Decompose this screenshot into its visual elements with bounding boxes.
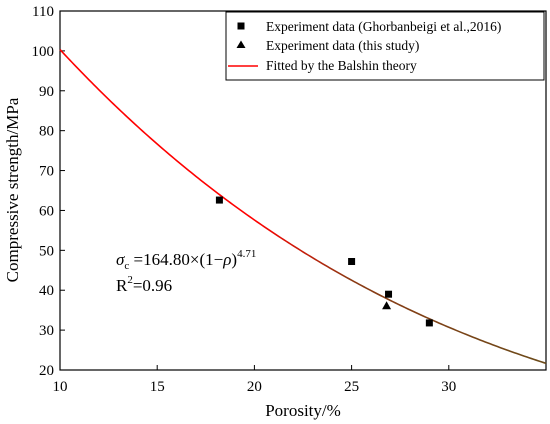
x-tick-label: 10 (53, 379, 68, 395)
x-axis-title: Porosity/% (265, 401, 341, 420)
y-tick-label: 40 (39, 283, 54, 299)
equation-text: σc =164.80×(1−ρ)4.71 (116, 248, 256, 272)
data-point-square (425, 319, 433, 327)
data-point-square (348, 258, 356, 266)
y-tick-label: 80 (39, 124, 54, 140)
y-tick-label: 20 (39, 363, 54, 379)
y-tick-label: 60 (39, 203, 54, 219)
legend-label-this-study: Experiment data (this study) (266, 38, 419, 53)
y-tick-label: 30 (39, 323, 54, 339)
x-tick-label: 15 (150, 379, 165, 395)
data-point-square (215, 196, 223, 204)
fit-curve (59, 49, 547, 365)
legend-label-ghorbanbeigi: Experiment data (Ghorbanbeigi et al.,201… (266, 19, 501, 34)
y-tick-label: 100 (32, 44, 55, 60)
x-tick-label: 30 (441, 379, 456, 395)
legend: Experiment data (Ghorbanbeigi et al.,201… (225, 11, 545, 81)
data-points (215, 196, 433, 327)
y-tick-label: 110 (32, 4, 54, 20)
legend-box (225, 11, 545, 81)
equation-annotation: σc =164.80×(1−ρ)4.71 R2=0.96 (116, 248, 256, 295)
x-tick-label: 25 (344, 379, 359, 395)
x-tick-label: 20 (247, 379, 262, 395)
y-tick-label: 70 (39, 164, 54, 180)
y-tick-label: 50 (39, 243, 54, 259)
y-axis-title: Compressive strength/MPa (3, 97, 22, 282)
data-point-triangle (382, 301, 392, 310)
data-point-square (385, 290, 393, 298)
plot-frame (59, 10, 547, 371)
legend-square-marker (237, 22, 245, 30)
y-tick-label: 90 (39, 84, 54, 100)
r-squared-text: R2=0.96 (116, 274, 172, 295)
legend-triangle-marker (236, 40, 246, 48)
legend-label-fit: Fitted by the Balshin theory (266, 58, 417, 73)
x-axis-ticks: 10 15 20 25 30 (53, 365, 456, 395)
